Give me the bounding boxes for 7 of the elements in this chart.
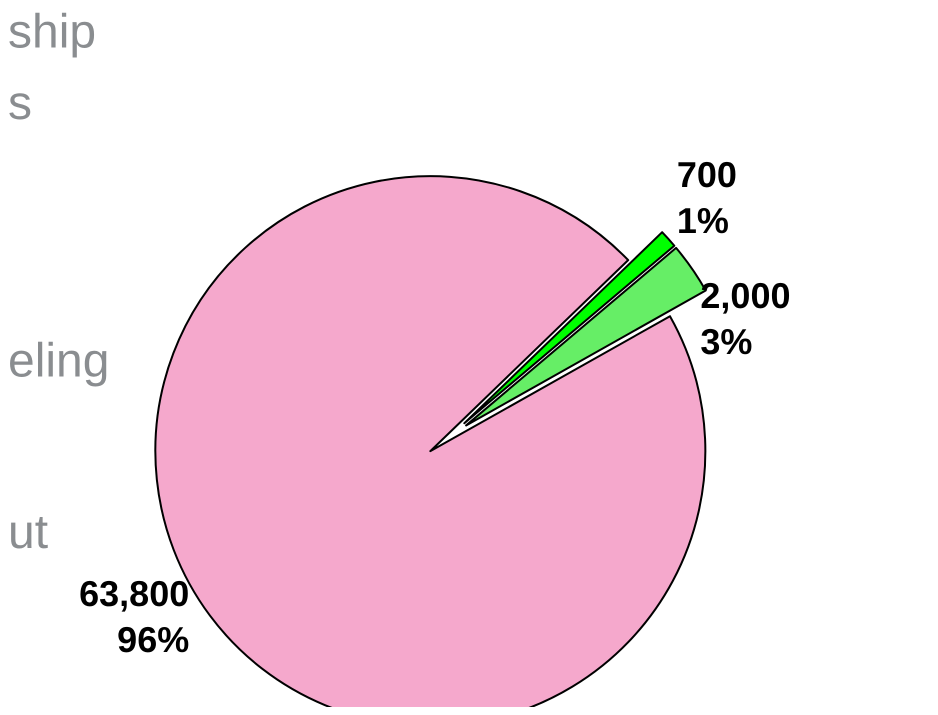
- text: s: [8, 77, 32, 130]
- text: eling: [8, 334, 110, 388]
- data-label: 700 1%: [676, 154, 737, 242]
- data-label: 63,800 96%: [79, 573, 190, 660]
- data-label: 2,000 3%: [700, 275, 790, 362]
- text: ship: [8, 6, 96, 58]
- text: ut: [8, 506, 48, 559]
